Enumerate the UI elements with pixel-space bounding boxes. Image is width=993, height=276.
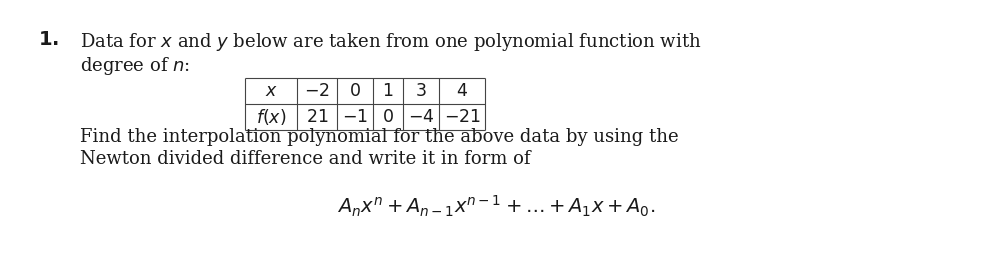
Text: Data for $x$ and $y$ below are taken from one polynomial function with: Data for $x$ and $y$ below are taken fro… — [80, 31, 701, 53]
Text: Find the interpolation polynomial for the above data by using the: Find the interpolation polynomial for th… — [80, 128, 678, 146]
Text: $0$: $0$ — [350, 83, 360, 100]
Text: $4$: $4$ — [456, 83, 468, 100]
Text: $\mathbf{1.}$: $\mathbf{1.}$ — [38, 31, 59, 49]
Text: $-21$: $-21$ — [444, 108, 481, 126]
Text: $-4$: $-4$ — [408, 108, 434, 126]
Text: $A_n x^n + A_{n-1}x^{n-1} + \ldots + A_1 x + A_0.$: $A_n x^n + A_{n-1}x^{n-1} + \ldots + A_1… — [337, 194, 655, 219]
Text: degree of $n$:: degree of $n$: — [80, 55, 191, 77]
Text: $3$: $3$ — [415, 83, 427, 100]
Text: $-1$: $-1$ — [342, 108, 368, 126]
Text: Newton divided difference and write it in form of: Newton divided difference and write it i… — [80, 150, 530, 168]
Text: $-2$: $-2$ — [304, 83, 330, 100]
Text: $21$: $21$ — [306, 108, 329, 126]
Text: $x$: $x$ — [264, 83, 277, 100]
Text: $f(x)$: $f(x)$ — [256, 107, 286, 127]
Text: $1$: $1$ — [382, 83, 393, 100]
Text: $0$: $0$ — [382, 108, 394, 126]
